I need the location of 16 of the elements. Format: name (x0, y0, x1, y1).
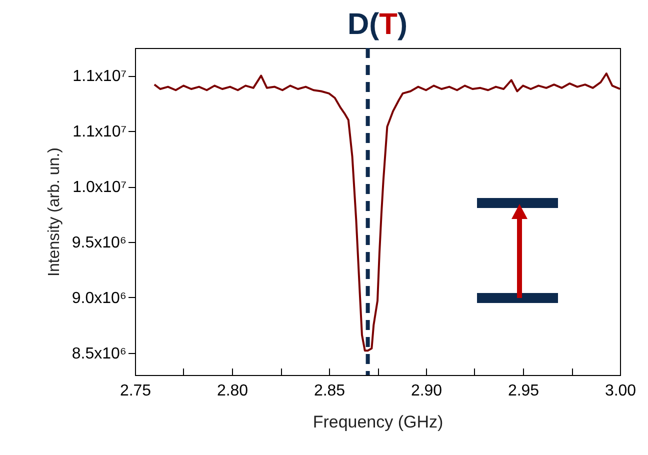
line-series (153, 72, 620, 352)
x-tick-label: 3.00 (604, 382, 636, 400)
x-axis-title: Frequency (GHz) (312, 412, 444, 432)
y-tick-label: 1.1x10⁷ (72, 124, 127, 141)
x-tick-label: 2.95 (508, 382, 540, 400)
y-tick-label: 9.5x10⁶ (72, 234, 126, 252)
y-tick-label: 8.5x10⁶ (72, 345, 126, 362)
chart-title: D(T) (348, 8, 408, 41)
x-tick-label: 2.90 (410, 382, 442, 400)
y-tick-label: 9.0x10⁶ (72, 290, 126, 307)
x-tick-label: 2.85 (314, 382, 346, 400)
x-tick-label: 2.75 (120, 382, 152, 400)
x-tick-label: 2.80 (216, 382, 248, 400)
y-tick-label: 1.0x10⁷ (72, 179, 127, 196)
y-tick-label: 1.1x10⁷ (72, 68, 127, 86)
y-axis-title: Intensity (arb. un.) (46, 148, 63, 276)
